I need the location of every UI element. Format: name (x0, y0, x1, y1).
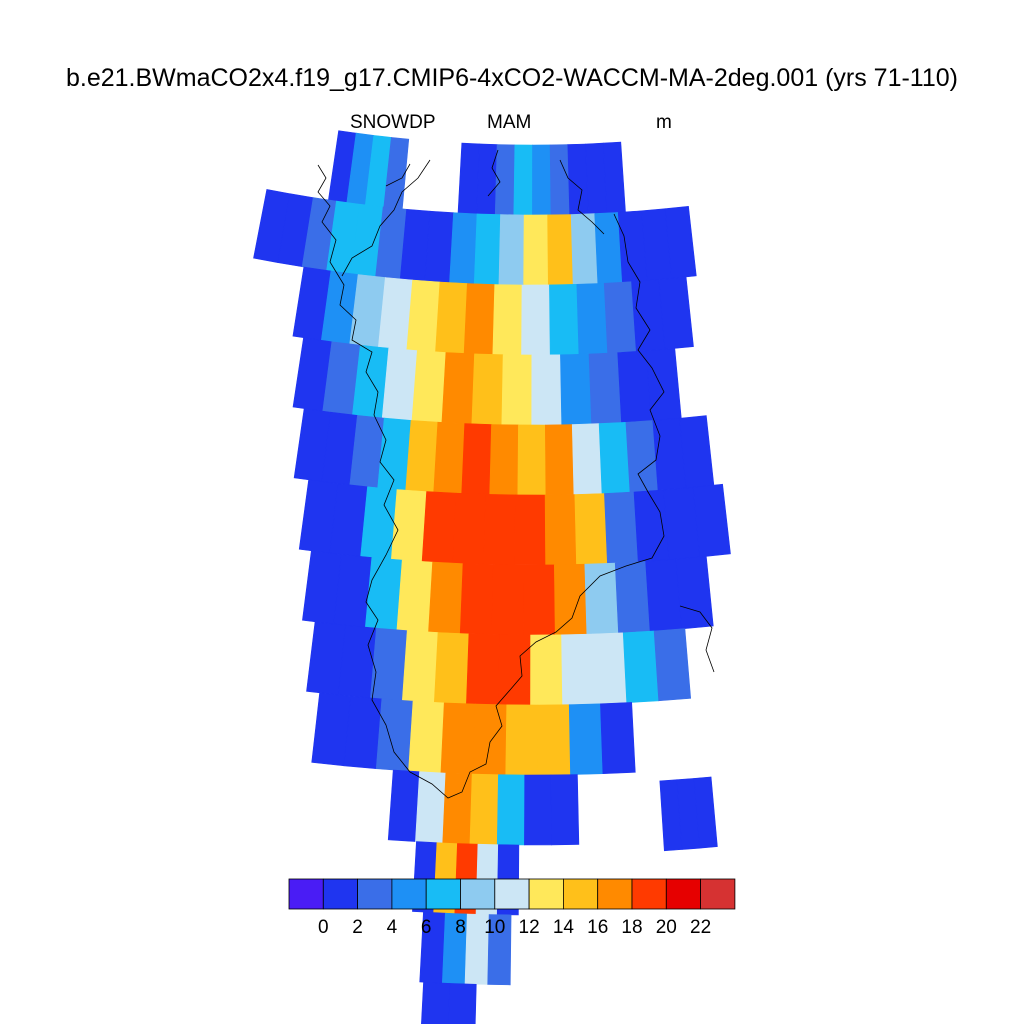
chart-title: b.e21.BWmaCO2x4.f19_g17.CMIP6-4xCO2-WACC… (66, 64, 958, 92)
colorbar-tick-label: 22 (690, 917, 711, 938)
colorbar-box (700, 878, 736, 910)
coastline-segment (385, 163, 411, 187)
season-label: MAM (487, 112, 532, 133)
colorbar-tick-label: 6 (421, 917, 432, 938)
colorbar-box (631, 878, 667, 910)
colorbar-tick-label: 0 (318, 917, 329, 938)
coastline-segment (679, 605, 715, 673)
colorbar-tick-label: 16 (587, 917, 608, 938)
colorbar-box (665, 878, 701, 910)
colorbar-box (494, 878, 530, 910)
colorbar-tick-label: 14 (553, 917, 575, 938)
grid-cell (600, 702, 636, 775)
colorbar-tick-labels: 0 2 4 6 8 10 12 14 16 18 20 22 (318, 917, 711, 938)
colorbar-box (460, 878, 496, 910)
colorbar-tick-label: 10 (484, 917, 505, 938)
grid-cell (675, 556, 714, 630)
coastline-segment (559, 159, 605, 235)
colorbar-tick-label: 2 (352, 917, 363, 938)
colorbar-box (425, 878, 461, 910)
grid-cell (664, 205, 697, 279)
coastline-segment (317, 164, 665, 799)
colorbar-box (528, 878, 564, 910)
colorbar-boxes (288, 878, 736, 910)
variable-label: SNOWDP (350, 112, 436, 133)
coastline-segment (341, 159, 431, 277)
grid-cell (421, 981, 451, 1024)
units-label: m (656, 112, 672, 133)
grid-cell (448, 983, 477, 1024)
coastline-segment (487, 149, 501, 197)
grid-cell (487, 914, 512, 986)
colorbar-tick-label: 12 (519, 917, 540, 938)
colorbar-tick-label: 4 (387, 917, 398, 938)
grid-cell (550, 774, 580, 846)
coastline (317, 149, 715, 799)
colorbar-box (563, 878, 599, 910)
grid-cell (693, 776, 718, 849)
colorbar-tick-label: 18 (621, 917, 642, 938)
grid-cell (692, 483, 731, 558)
colorbar-tick-label: 8 (455, 917, 466, 938)
grid-cell (658, 276, 694, 350)
colorbar-box (357, 878, 393, 910)
colorbar-tick-label: 20 (656, 917, 677, 938)
colorbar-box (322, 878, 358, 910)
colorbar-box (597, 878, 633, 910)
colorbar-box (288, 878, 324, 910)
grid-cells (253, 130, 731, 1024)
grid-cell (653, 628, 692, 702)
colorbar-box (391, 878, 427, 910)
